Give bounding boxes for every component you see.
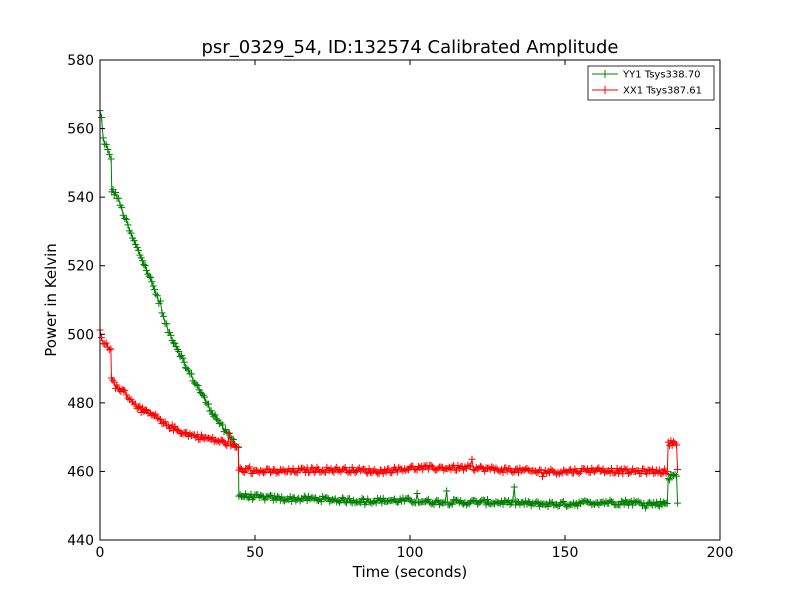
legend-marker-xx1 (601, 86, 609, 94)
y-axis-label: Power in Kelvin (42, 243, 60, 357)
chart-title: psr_0329_54, ID:132574 Calibrated Amplit… (201, 37, 618, 58)
x-tick-label: 200 (707, 545, 734, 561)
x-tick-label: 50 (246, 545, 264, 561)
legend-label-xx1: XX1 Tsys387.61 (623, 86, 702, 97)
y-tick-label: 480 (67, 396, 94, 412)
y-tick-label: 540 (67, 190, 94, 206)
y-tick-label: 440 (67, 533, 94, 549)
legend-box (587, 65, 715, 101)
legend-label-yy1: YY1 Tsys338.70 (622, 70, 701, 81)
y-tick-label: 460 (67, 464, 94, 480)
y-tick-label: 580 (67, 53, 94, 69)
x-tick-label: 100 (397, 545, 424, 561)
x-tick-label: 150 (552, 545, 579, 561)
legend: YY1 Tsys338.70 XX1 Tsys387.61 (587, 65, 715, 101)
y-tick-label: 560 (67, 122, 94, 138)
x-axis-label: Time (seconds) (352, 563, 468, 581)
legend-marker-yy1 (601, 70, 609, 78)
plot-area (100, 60, 720, 540)
y-tick-label: 520 (67, 259, 94, 275)
y-tick-label: 500 (67, 327, 94, 343)
ticks-layer: 0 50 100 150 200 440 460 480 500 520 540 560 580 (67, 53, 733, 561)
x-tick-label: 0 (96, 545, 105, 561)
